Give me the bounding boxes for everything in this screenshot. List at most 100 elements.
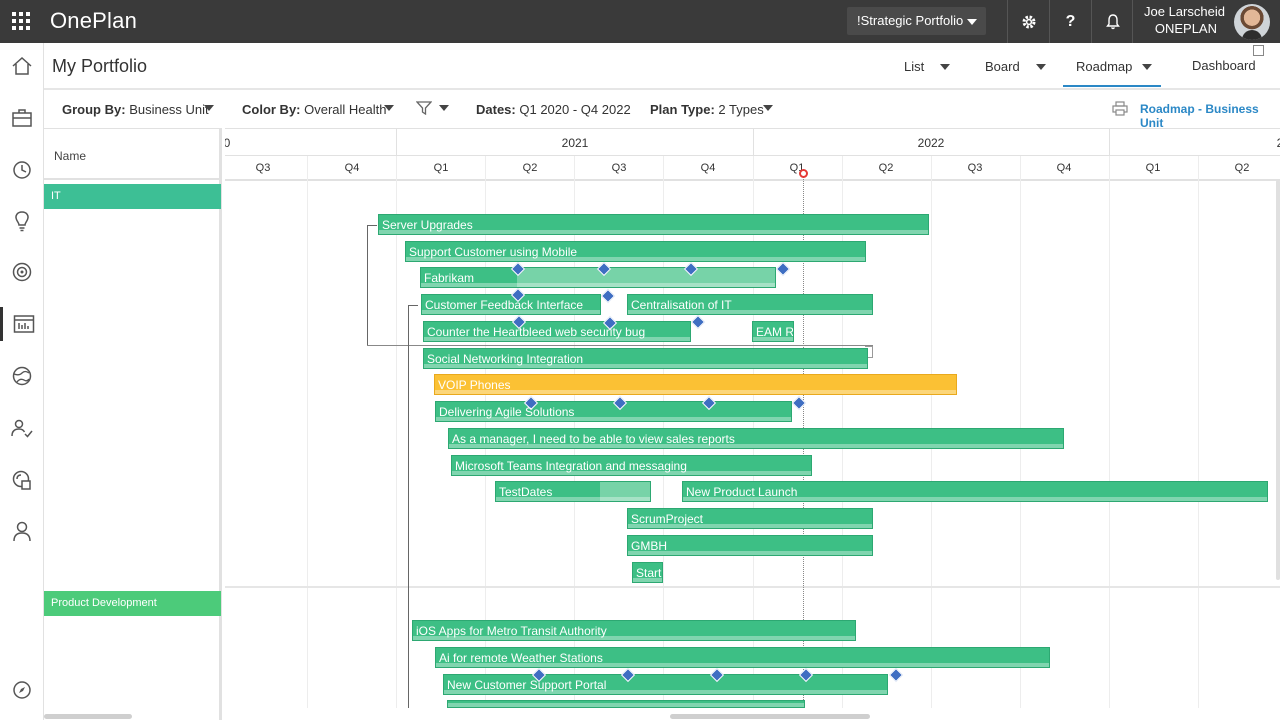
app-brand[interactable]: OnePlan bbox=[50, 8, 138, 33]
roadmap-bar[interactable]: Fabrikam bbox=[420, 267, 776, 288]
roadmap-icon[interactable] bbox=[0, 307, 44, 341]
roadmap-bar[interactable]: New Customer Support Portal bbox=[443, 674, 888, 695]
roadmap-bar[interactable]: New Product Launch bbox=[682, 481, 1268, 502]
roadmap-bar[interactable]: EAM R bbox=[752, 321, 794, 342]
bar-label: Customer Feedback Interface bbox=[425, 298, 584, 312]
gear-icon[interactable] bbox=[1007, 0, 1049, 43]
chevron-down-icon bbox=[967, 19, 977, 25]
compass-icon[interactable] bbox=[0, 673, 44, 707]
roadmap-bar[interactable]: Microsoft Teams Integration and messagin… bbox=[451, 455, 812, 476]
roadmap-bar[interactable]: Server Upgrades bbox=[378, 214, 929, 235]
roadmap-bar[interactable]: Centralisation of IT bbox=[627, 294, 873, 315]
chevron-down-icon[interactable] bbox=[1036, 64, 1046, 70]
globe-icon[interactable] bbox=[0, 359, 44, 393]
roadmap-bar[interactable]: Counter the Heartbleed web security bug bbox=[423, 321, 691, 342]
dates-selector[interactable]: Dates: Q1 2020 - Q4 2022 bbox=[476, 102, 631, 117]
milestone-diamond[interactable] bbox=[888, 667, 904, 683]
portfolio-selector[interactable]: !Strategic Portfolio bbox=[847, 7, 986, 35]
group-by-dropdown[interactable]: Group By: Business Unit bbox=[62, 102, 209, 117]
name-column: Name IT Product Development bbox=[44, 128, 222, 720]
group-by-label: Group By: bbox=[62, 102, 126, 117]
roadmap-bar[interactable]: Delivering Agile Solutions bbox=[435, 401, 792, 422]
dependency-line bbox=[367, 225, 368, 346]
roadmap-bar[interactable]: GMBH bbox=[627, 535, 873, 556]
bar-label: ScrumProject bbox=[631, 512, 704, 526]
home-icon[interactable] bbox=[0, 49, 44, 83]
roadmap-bar[interactable]: VOIP Phones bbox=[434, 374, 957, 395]
person-icon[interactable] bbox=[0, 514, 44, 548]
roadmap-bar[interactable]: As a manager, I need to be able to view … bbox=[448, 428, 1064, 449]
user-menu[interactable]: Joe Larscheid ONEPLAN bbox=[1132, 0, 1280, 43]
roadmap-bar[interactable]: Support Customer using Mobile bbox=[405, 241, 866, 262]
people-icon[interactable] bbox=[0, 411, 44, 445]
bar-label: Delivering Agile Solutions bbox=[439, 405, 575, 419]
bar-progress-remaining bbox=[517, 268, 775, 287]
portfolio-selector-label: !Strategic Portfolio bbox=[857, 13, 964, 28]
filter-icon[interactable] bbox=[416, 101, 432, 115]
roadmap-bar[interactable]: ScrumProject bbox=[627, 508, 873, 529]
today-marker bbox=[799, 169, 808, 178]
roadmap-bar[interactable]: Social Networking Integration bbox=[423, 348, 868, 369]
tab-roadmap[interactable]: Roadmap bbox=[1076, 59, 1133, 74]
tab-dashboard[interactable]: Dashboard bbox=[1192, 58, 1256, 73]
plan-type-dropdown[interactable]: Plan Type: 2 Types bbox=[650, 102, 764, 117]
name-column-header[interactable]: Name bbox=[44, 128, 222, 180]
lightbulb-icon[interactable] bbox=[0, 204, 44, 238]
roadmap-bar[interactable]: TestDates bbox=[495, 481, 651, 502]
group-by-value: Business Unit bbox=[129, 102, 209, 117]
bell-icon[interactable] bbox=[1091, 0, 1133, 43]
integrations-icon[interactable] bbox=[0, 463, 44, 497]
chevron-down-icon[interactable] bbox=[763, 105, 773, 111]
group-row-product-development[interactable]: Product Development bbox=[44, 591, 221, 616]
tab-list[interactable]: List bbox=[904, 59, 925, 74]
roadmap-bar[interactable]: Customer Feedback Interface bbox=[421, 294, 601, 315]
user-org: ONEPLAN bbox=[1154, 21, 1217, 36]
year-label: 2022 bbox=[917, 136, 945, 150]
name-column-scrollbar[interactable] bbox=[44, 714, 132, 719]
bar-label: Ai for remote Weather Stations bbox=[439, 651, 603, 665]
roadmap-bar[interactable]: iOS Apps for Metro Transit Authority bbox=[412, 620, 856, 641]
briefcase-icon[interactable] bbox=[0, 101, 44, 135]
help-icon[interactable]: ? bbox=[1049, 0, 1091, 43]
milestone-diamond[interactable] bbox=[775, 261, 791, 277]
roadmap-view-link[interactable]: Roadmap - Business Unit bbox=[1140, 102, 1259, 130]
dependency-line bbox=[408, 305, 418, 306]
chevron-down-icon[interactable] bbox=[439, 105, 449, 111]
user-name: Joe Larscheid bbox=[1144, 4, 1225, 19]
timeline-horizontal-scrollbar[interactable] bbox=[670, 714, 870, 719]
expand-icon[interactable] bbox=[1253, 45, 1264, 56]
bar-label: Start bbox=[636, 566, 662, 580]
color-by-value: Overall Health bbox=[304, 102, 387, 117]
milestone-diamond[interactable] bbox=[690, 314, 706, 330]
target-icon[interactable] bbox=[0, 255, 44, 289]
roadmap-bar[interactable] bbox=[447, 700, 805, 708]
timeline-vertical-scrollbar[interactable] bbox=[1276, 180, 1280, 580]
bar-label: New Customer Support Portal bbox=[447, 678, 607, 692]
dates-label: Dates: bbox=[476, 102, 516, 117]
color-by-dropdown[interactable]: Color By: Overall Health bbox=[242, 102, 387, 117]
quarter-label: Q2 bbox=[1234, 162, 1250, 174]
chevron-down-icon[interactable] bbox=[1142, 64, 1152, 70]
top-bar: OnePlan !Strategic Portfolio ? Joe Larsc… bbox=[0, 0, 1280, 43]
bar-label: Support Customer using Mobile bbox=[409, 245, 578, 259]
left-rail bbox=[0, 43, 44, 720]
milestone-diamond[interactable] bbox=[600, 288, 616, 304]
chevron-down-icon[interactable] bbox=[204, 105, 214, 111]
bar-progress-remaining bbox=[600, 482, 650, 501]
history-icon[interactable] bbox=[0, 153, 44, 187]
roadmap-bar[interactable]: Ai for remote Weather Stations bbox=[435, 647, 1050, 668]
bar-label: Microsoft Teams Integration and messagin… bbox=[455, 459, 687, 473]
year-label: 0 bbox=[225, 136, 231, 150]
chevron-down-icon[interactable] bbox=[384, 105, 394, 111]
group-row-it[interactable]: IT bbox=[44, 184, 221, 209]
gridline bbox=[396, 156, 397, 708]
print-icon[interactable] bbox=[1112, 101, 1128, 116]
chevron-down-icon[interactable] bbox=[940, 64, 950, 70]
bar-label: Counter the Heartbleed web security bug bbox=[427, 325, 646, 339]
tab-board[interactable]: Board bbox=[985, 59, 1020, 74]
year-label: 2 bbox=[1277, 136, 1280, 150]
dependency-line bbox=[865, 346, 873, 358]
roadmap-bar[interactable]: Start bbox=[632, 562, 663, 583]
app-launcher-icon[interactable] bbox=[12, 12, 30, 30]
name-header-label: Name bbox=[54, 149, 87, 163]
